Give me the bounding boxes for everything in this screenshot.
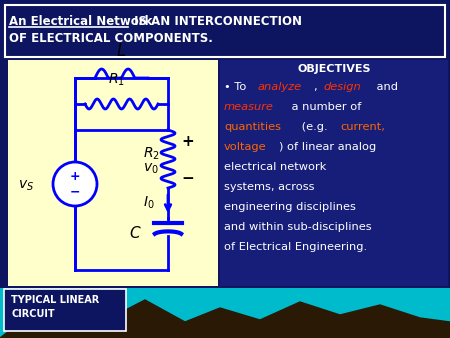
Text: electrical network: electrical network <box>224 162 326 172</box>
Text: voltage: voltage <box>224 142 266 152</box>
Text: ,: , <box>315 82 322 92</box>
Circle shape <box>53 162 97 206</box>
Text: systems, across: systems, across <box>224 182 315 192</box>
FancyBboxPatch shape <box>0 288 450 338</box>
Text: +: + <box>70 170 80 184</box>
Text: and within sub-disciplines: and within sub-disciplines <box>224 222 372 232</box>
Text: $I_0$: $I_0$ <box>143 195 155 211</box>
Text: (e.g.: (e.g. <box>297 122 331 132</box>
Text: ) of linear analog: ) of linear analog <box>279 142 376 152</box>
Text: and: and <box>373 82 397 92</box>
Text: design: design <box>324 82 362 92</box>
Text: OBJECTIVES: OBJECTIVES <box>297 64 371 74</box>
Text: current,: current, <box>341 122 385 132</box>
Text: measure: measure <box>224 102 274 112</box>
Text: $R_2$: $R_2$ <box>143 146 160 162</box>
Text: $R_1$: $R_1$ <box>108 72 125 88</box>
FancyBboxPatch shape <box>4 289 126 331</box>
Polygon shape <box>0 298 450 338</box>
Text: a number of: a number of <box>288 102 362 112</box>
Text: +: + <box>182 134 194 149</box>
Text: of Electrical Engineering.: of Electrical Engineering. <box>224 242 367 252</box>
Text: $L$: $L$ <box>117 42 126 60</box>
Text: TYPICAL LINEAR
CIRCUIT: TYPICAL LINEAR CIRCUIT <box>11 295 99 319</box>
Text: • To: • To <box>224 82 250 92</box>
Text: $v_0$: $v_0$ <box>143 162 159 176</box>
Text: $C$: $C$ <box>130 225 142 241</box>
Text: OF ELECTRICAL COMPONENTS.: OF ELECTRICAL COMPONENTS. <box>9 32 213 45</box>
FancyBboxPatch shape <box>5 5 445 57</box>
Text: An Electrical Network: An Electrical Network <box>9 15 153 28</box>
FancyBboxPatch shape <box>220 60 448 286</box>
Text: analyze: analyze <box>257 82 302 92</box>
Text: −: − <box>70 186 80 198</box>
Text: $v_S$: $v_S$ <box>18 179 34 193</box>
FancyBboxPatch shape <box>8 60 218 286</box>
Text: −: − <box>182 171 194 186</box>
Text: quantities: quantities <box>224 122 281 132</box>
Text: engineering disciplines: engineering disciplines <box>224 202 356 212</box>
Text: IS AN INTERCONNECTION: IS AN INTERCONNECTION <box>130 15 302 28</box>
